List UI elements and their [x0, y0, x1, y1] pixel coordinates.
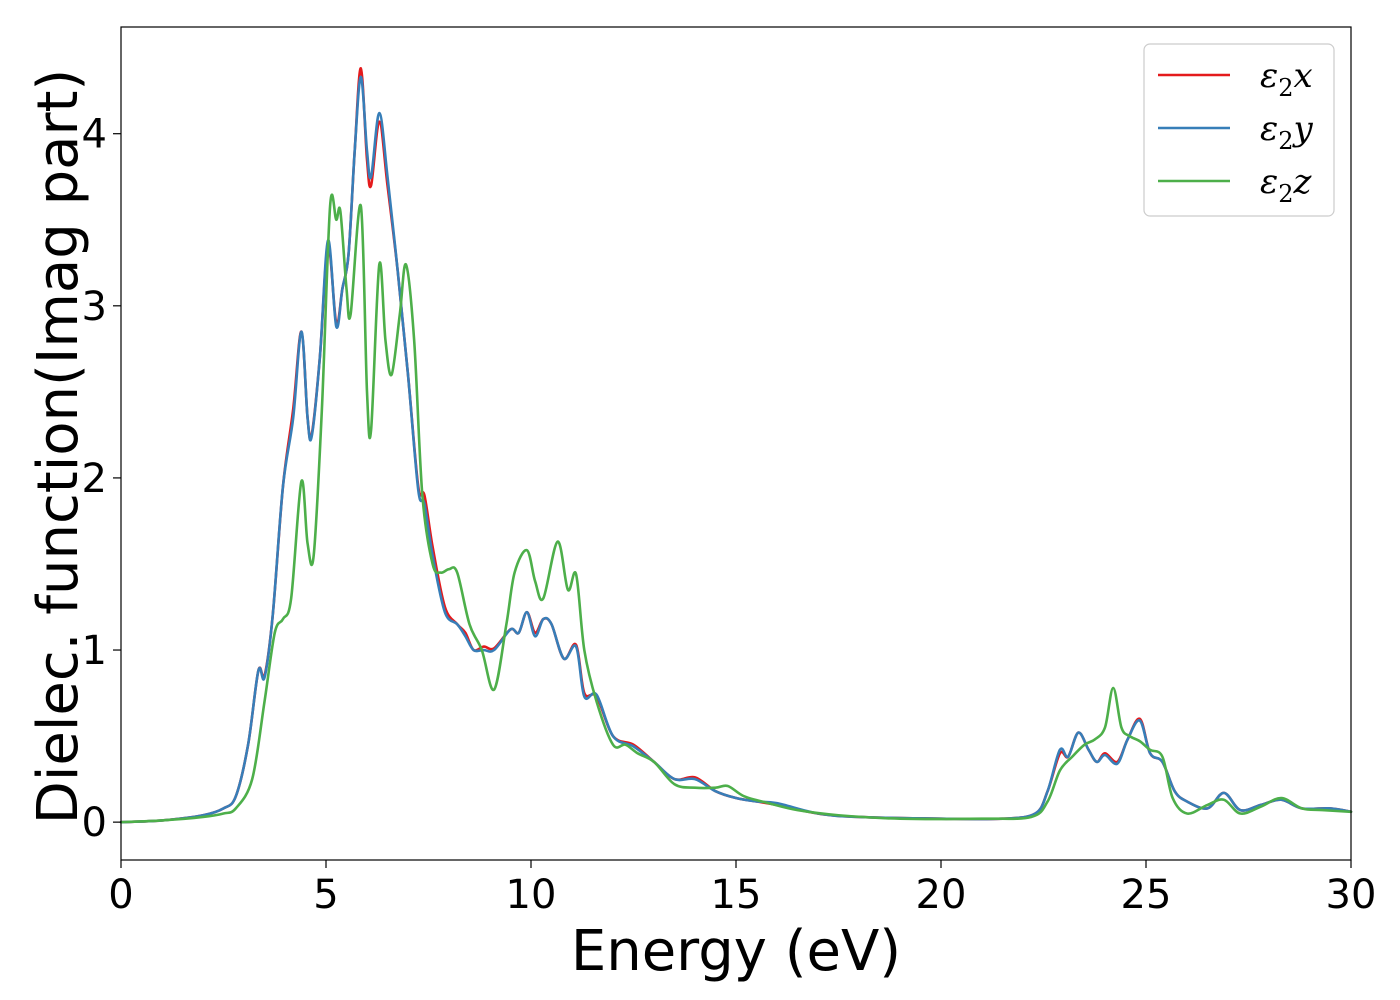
series-line-z	[119, 193, 1353, 824]
y-axis: 0 1 2 3 4	[82, 112, 121, 846]
y-tick-label: 1	[82, 628, 107, 674]
x-tick-label: 30	[1326, 872, 1377, 918]
y-tick-label: 3	[82, 284, 107, 330]
legend-label-suffix: z	[1293, 162, 1313, 202]
legend-label-suffix: y	[1292, 109, 1314, 149]
series-line-y	[119, 75, 1353, 824]
legend-label-y: ε2y	[1260, 109, 1314, 155]
y-tick-label: 2	[82, 456, 107, 502]
y-tick-label: 0	[82, 800, 107, 846]
x-tick-label: 5	[313, 872, 338, 918]
x-tick-label: 20	[916, 872, 967, 918]
legend-label-base: ε	[1260, 56, 1278, 96]
legend-box	[1143, 43, 1335, 217]
series-layer	[119, 67, 1353, 824]
legend-label-x: ε2x	[1260, 56, 1313, 102]
legend-label-subscript: 2	[1278, 74, 1293, 102]
legend-label-suffix: x	[1294, 56, 1313, 96]
x-axis-label: Energy (eV)	[571, 919, 901, 984]
legend-label-z: ε2z	[1260, 162, 1313, 208]
legend-label-subscript: 2	[1278, 180, 1293, 208]
legend-label-subscript: 2	[1278, 127, 1293, 155]
y-axis-label: Dielec. function(Imag part)	[26, 69, 91, 825]
x-tick-label: 0	[108, 872, 133, 918]
x-tick-label: 25	[1121, 872, 1172, 918]
legend-label-base: ε	[1260, 109, 1278, 149]
x-tick-label: 10	[506, 872, 557, 918]
y-tick-label: 4	[82, 112, 107, 158]
legend-label-base: ε	[1260, 162, 1278, 202]
x-axis: 0 5 10 15 20 25 30	[108, 860, 1376, 918]
x-tick-label: 15	[711, 872, 762, 918]
